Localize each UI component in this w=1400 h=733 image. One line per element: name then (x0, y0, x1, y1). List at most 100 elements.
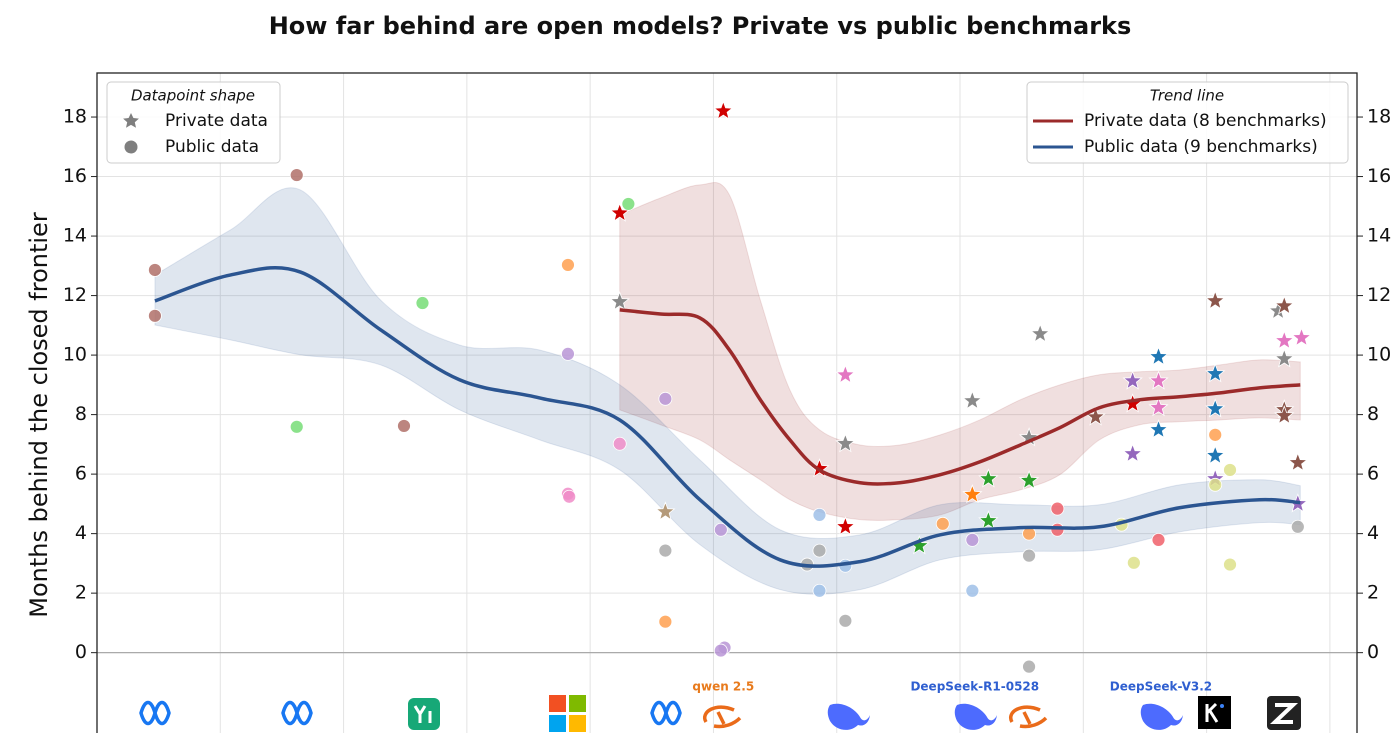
y-tick-label: 8 (75, 403, 87, 425)
y-tick-label: 12 (63, 284, 87, 306)
legend-label: Public data (165, 137, 259, 157)
legend-star (123, 113, 139, 128)
private-point (1122, 370, 1143, 390)
public-point (658, 543, 673, 558)
logos-meta (139, 700, 682, 726)
logo-label: qwen 2.5 (692, 680, 754, 694)
chart-title: How far behind are open models? Private … (269, 12, 1132, 40)
public-point (1050, 522, 1065, 537)
public-point (1223, 557, 1237, 572)
public-point (713, 643, 728, 658)
private-point (713, 100, 734, 120)
private-point (1274, 330, 1295, 350)
private-point (962, 390, 983, 410)
public-point (561, 347, 575, 361)
public-point (713, 522, 728, 537)
plot-frame (96, 72, 1358, 733)
logo-yi (408, 698, 440, 730)
public-point (1050, 501, 1065, 516)
confidence-band (154, 187, 1301, 595)
logo-microsoft (549, 695, 586, 732)
y-tick-label: 0 (75, 641, 87, 663)
trend-line (619, 308, 1301, 486)
trend-line (154, 265, 1301, 568)
private-point (1148, 370, 1169, 390)
y-tick-label: 10 (63, 344, 87, 366)
private-point (1205, 363, 1226, 383)
public-point (1126, 555, 1141, 570)
private-point (655, 501, 676, 521)
public-point (935, 516, 950, 531)
private-point (1018, 470, 1040, 490)
public-point (148, 263, 162, 277)
y-tick-label: 14 (63, 225, 87, 247)
public-point (812, 543, 827, 558)
y-tick-label-right: 8 (1367, 403, 1379, 425)
private-point (1205, 398, 1226, 418)
legend-title: Datapoint shape (131, 87, 255, 105)
private-point (1287, 452, 1309, 472)
y-tick-label-right: 4 (1367, 522, 1379, 544)
y-tick-label-right: 10 (1367, 344, 1391, 366)
private-point (1148, 346, 1169, 366)
public-point (812, 583, 827, 598)
private-point (835, 516, 856, 536)
public-point (812, 507, 827, 522)
public-point (612, 436, 627, 451)
logos-qwen (703, 705, 1048, 729)
y-tick-label: 6 (75, 463, 87, 485)
y-tick-label-right: 14 (1367, 225, 1391, 247)
legend-label: Private data (8 benchmarks) (1084, 111, 1327, 131)
public-point (289, 168, 304, 182)
legend-box (106, 81, 281, 164)
y-tick-label-right: 16 (1367, 165, 1391, 187)
y-axis-label: Months behind the closed frontier (25, 212, 53, 618)
logo-label: DeepSeek-V3.2 (1110, 680, 1212, 694)
public-point (562, 489, 577, 504)
public-point (148, 308, 162, 323)
y-tick-label: 18 (63, 106, 87, 128)
private-point (1274, 348, 1295, 368)
annotations: qwen 2.5 DeepSeek-R1-0528 DeepSeek-V3.2 (692, 680, 1212, 694)
logos-deepseek (827, 703, 1183, 730)
private-point (962, 484, 983, 504)
grid: 0 0 2 2 4 4 6 6 8 8 10 10 12 12 14 14 16 16 18 18 (63, 73, 1391, 733)
private-point (835, 433, 856, 453)
public-point (965, 532, 980, 547)
private-point (978, 510, 999, 530)
public-point (1290, 519, 1305, 534)
public-point (1151, 532, 1166, 547)
public-point (1022, 548, 1036, 563)
y-tick-label-right: 18 (1367, 106, 1391, 128)
y-tick-label-right: 6 (1367, 463, 1379, 485)
private-point (1148, 397, 1169, 417)
y-tick-label: 4 (75, 522, 87, 544)
legend-box (1026, 81, 1349, 164)
logo-zhipu (1267, 696, 1301, 730)
public-point (658, 614, 673, 629)
public-point (838, 613, 853, 628)
trend-lines (154, 265, 1301, 568)
y-tick-label-right: 2 (1367, 582, 1379, 604)
y-tick-label: 2 (75, 582, 87, 604)
public-point (561, 258, 575, 272)
public-point (397, 419, 411, 433)
private-point (978, 468, 999, 488)
private-point (1122, 443, 1143, 463)
legend-circle (124, 140, 138, 154)
y-tick-label-right: 12 (1367, 284, 1391, 306)
legend-title: Trend line (1150, 87, 1224, 105)
private-point (1205, 445, 1226, 465)
logo-label: DeepSeek-R1-0528 (910, 680, 1039, 694)
public-point (1208, 477, 1223, 492)
private-point (1030, 323, 1051, 343)
private-point (1291, 327, 1312, 347)
public-point (1022, 659, 1036, 674)
private-point (609, 291, 630, 311)
public-point (1223, 463, 1237, 477)
private-point (1274, 295, 1295, 315)
public-point (621, 197, 636, 211)
public-point (658, 391, 673, 406)
legend-label: Private data (165, 111, 268, 131)
